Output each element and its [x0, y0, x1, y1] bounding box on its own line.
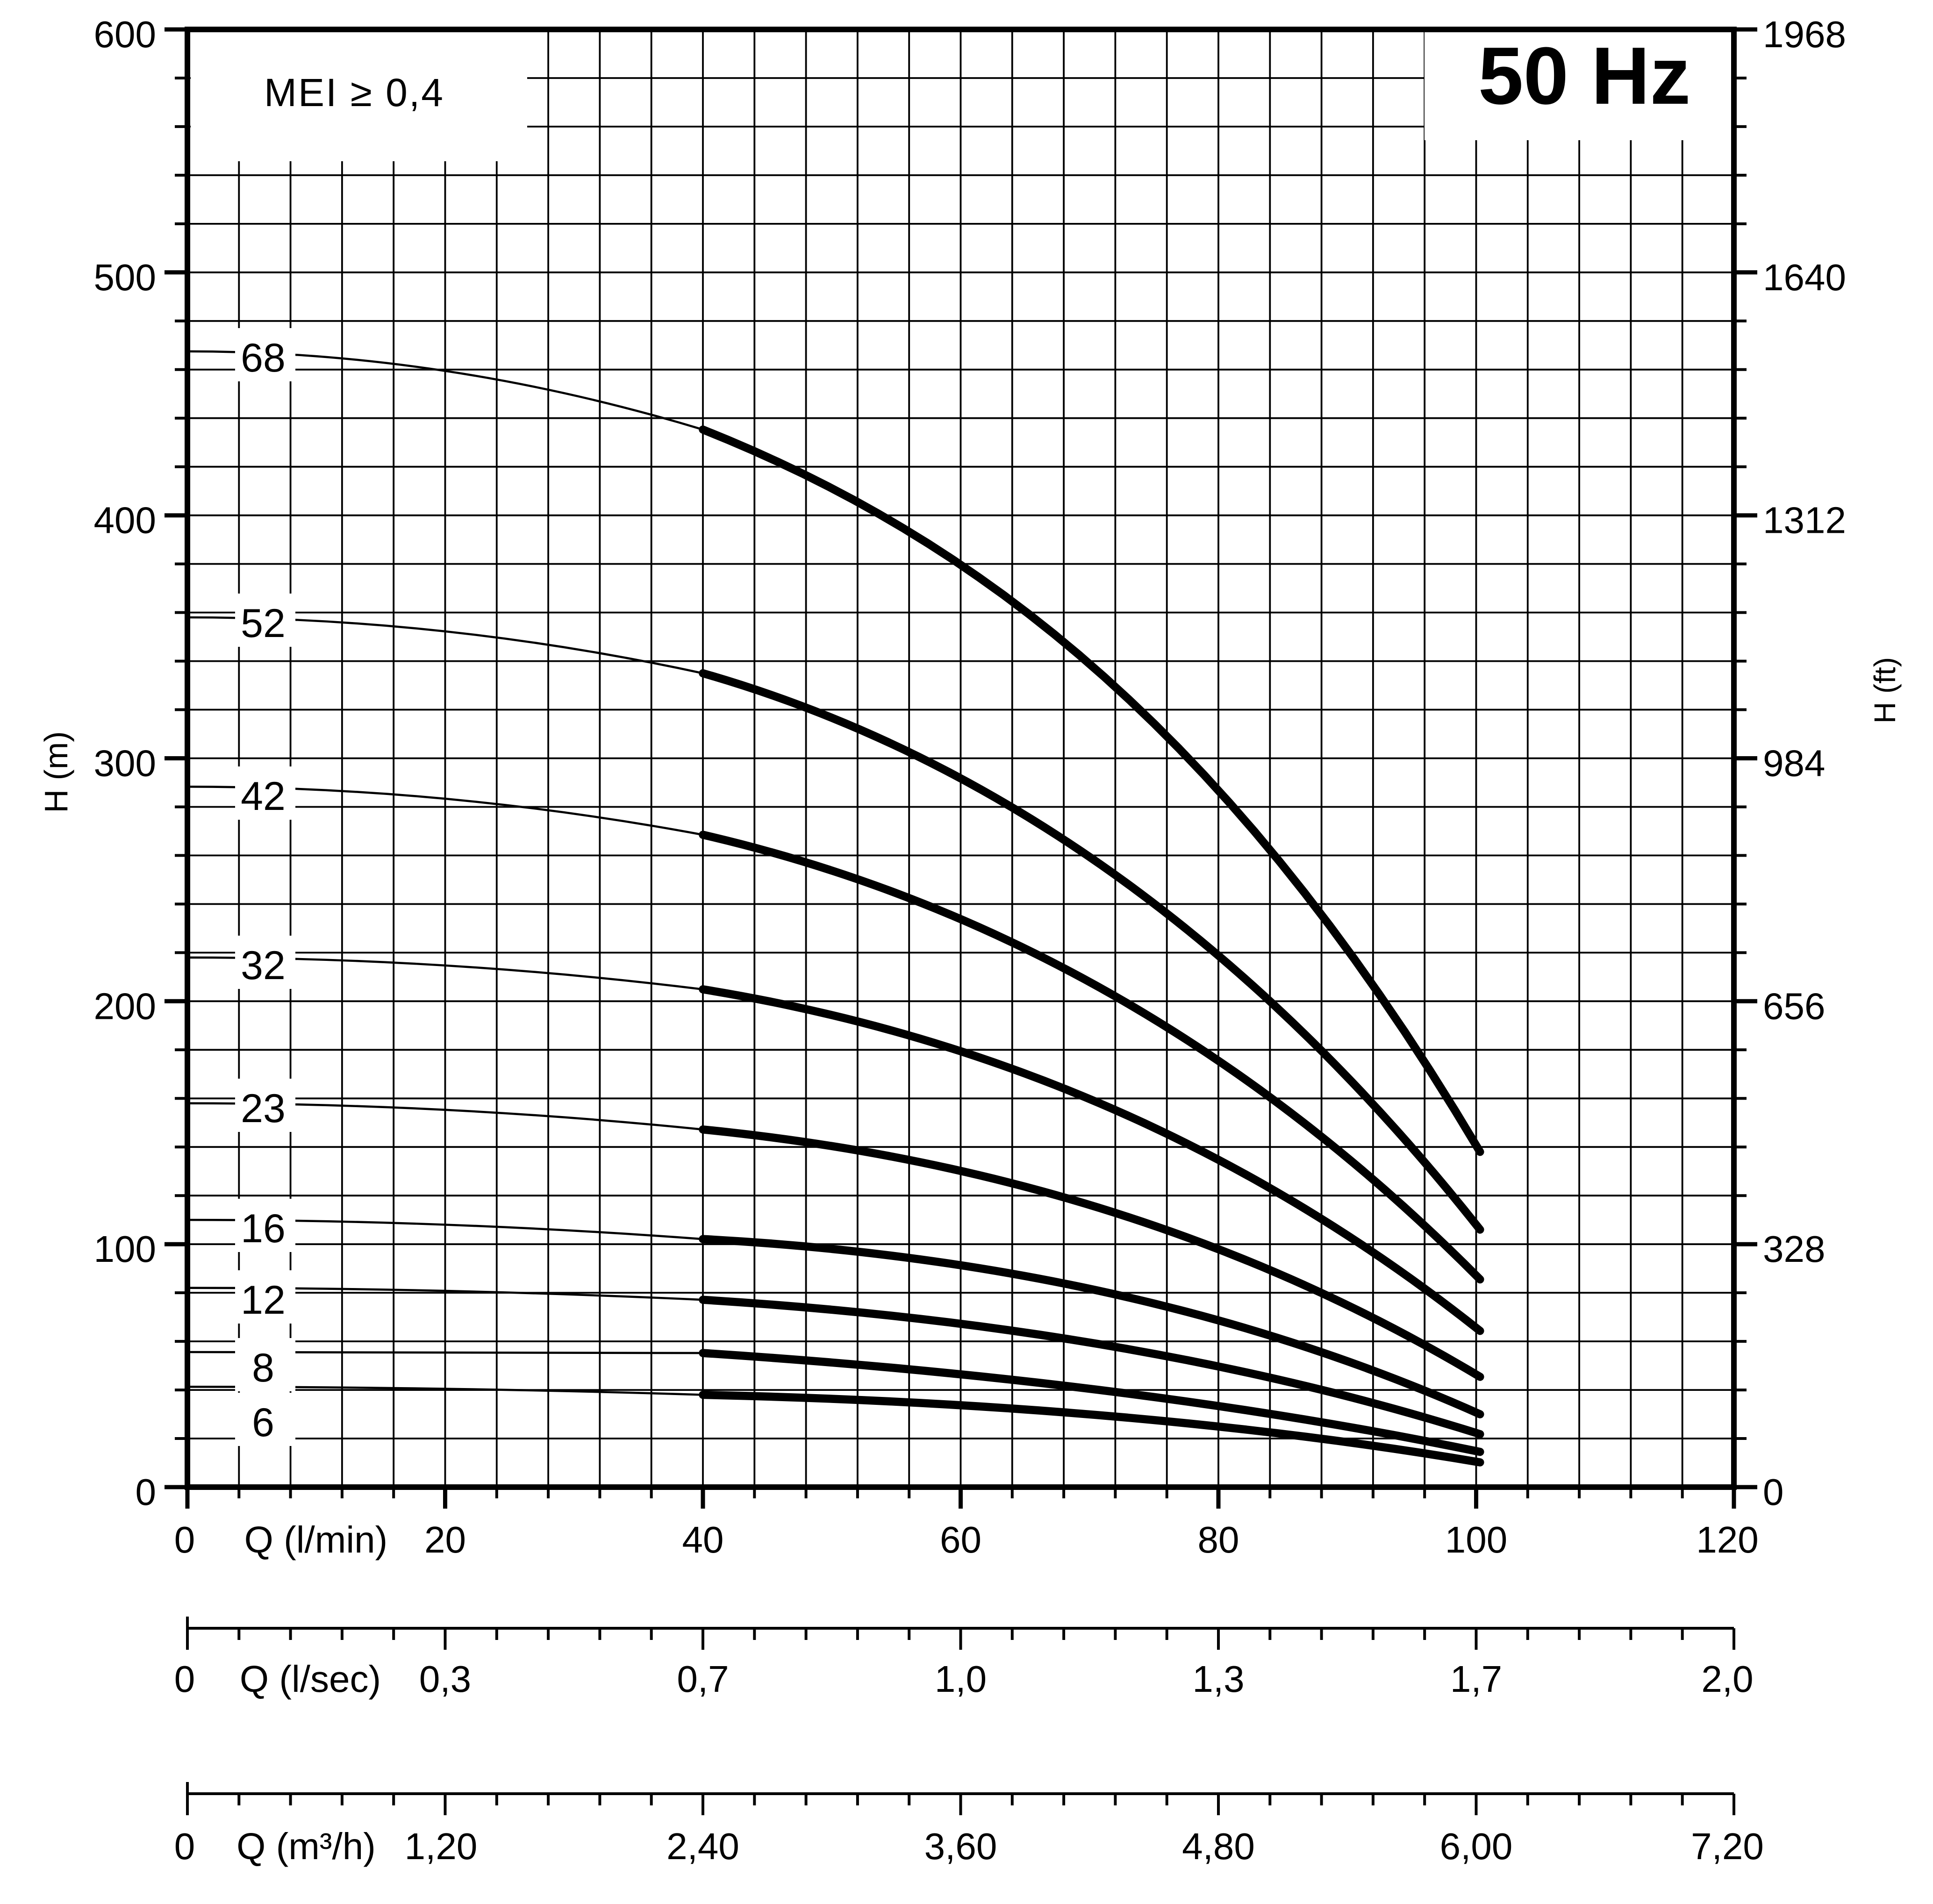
svg-text:0: 0: [174, 1519, 195, 1560]
svg-text:1968: 1968: [1763, 14, 1846, 55]
svg-text:2,40: 2,40: [666, 1825, 739, 1867]
svg-text:120: 120: [1696, 1519, 1758, 1560]
svg-text:0: 0: [1763, 1471, 1784, 1513]
svg-text:52: 52: [241, 601, 286, 646]
svg-text:16: 16: [241, 1206, 286, 1251]
svg-text:Q (l/sec): Q (l/sec): [240, 1658, 381, 1700]
svg-text:23: 23: [241, 1086, 286, 1131]
svg-text:H (m): H (m): [38, 731, 74, 813]
svg-text:68: 68: [241, 336, 286, 380]
svg-text:Q (l/min): Q (l/min): [244, 1519, 388, 1560]
svg-text:100: 100: [1445, 1519, 1507, 1560]
svg-text:6,00: 6,00: [1440, 1825, 1513, 1867]
svg-text:50 Hz: 50 Hz: [1478, 30, 1691, 121]
svg-text:12: 12: [241, 1278, 286, 1323]
svg-text:400: 400: [94, 500, 156, 541]
svg-text:656: 656: [1763, 985, 1825, 1027]
svg-text:4,80: 4,80: [1182, 1825, 1255, 1867]
svg-text:200: 200: [94, 985, 156, 1027]
svg-text:Q (m³/h): Q (m³/h): [236, 1825, 376, 1867]
svg-text:1,20: 1,20: [405, 1825, 478, 1867]
svg-text:0,3: 0,3: [419, 1658, 471, 1700]
svg-text:0: 0: [174, 1825, 195, 1867]
svg-text:0: 0: [174, 1658, 195, 1700]
svg-text:MEI ≥ 0,4: MEI ≥ 0,4: [264, 71, 444, 115]
svg-text:32: 32: [241, 943, 286, 988]
svg-text:20: 20: [424, 1519, 466, 1560]
svg-text:60: 60: [940, 1519, 981, 1560]
svg-text:1312: 1312: [1763, 500, 1846, 541]
svg-text:1,7: 1,7: [1450, 1658, 1502, 1700]
svg-text:40: 40: [682, 1519, 724, 1560]
svg-text:0: 0: [136, 1471, 157, 1513]
svg-text:500: 500: [94, 257, 156, 298]
svg-text:42: 42: [241, 774, 286, 819]
svg-text:6: 6: [252, 1400, 274, 1445]
svg-text:3,60: 3,60: [924, 1825, 997, 1867]
svg-text:300: 300: [94, 743, 156, 784]
svg-text:1,0: 1,0: [935, 1658, 987, 1700]
svg-text:1640: 1640: [1763, 257, 1846, 298]
svg-text:80: 80: [1198, 1519, 1239, 1560]
svg-text:0,7: 0,7: [677, 1658, 729, 1700]
svg-text:984: 984: [1763, 743, 1825, 784]
svg-text:328: 328: [1763, 1228, 1825, 1270]
svg-text:H (ft): H (ft): [1868, 657, 1902, 723]
svg-text:2,0: 2,0: [1701, 1658, 1753, 1700]
svg-text:1,3: 1,3: [1192, 1658, 1244, 1700]
svg-text:7,20: 7,20: [1691, 1825, 1764, 1867]
svg-text:100: 100: [94, 1228, 156, 1270]
svg-text:8: 8: [252, 1346, 274, 1390]
svg-text:600: 600: [94, 14, 156, 55]
